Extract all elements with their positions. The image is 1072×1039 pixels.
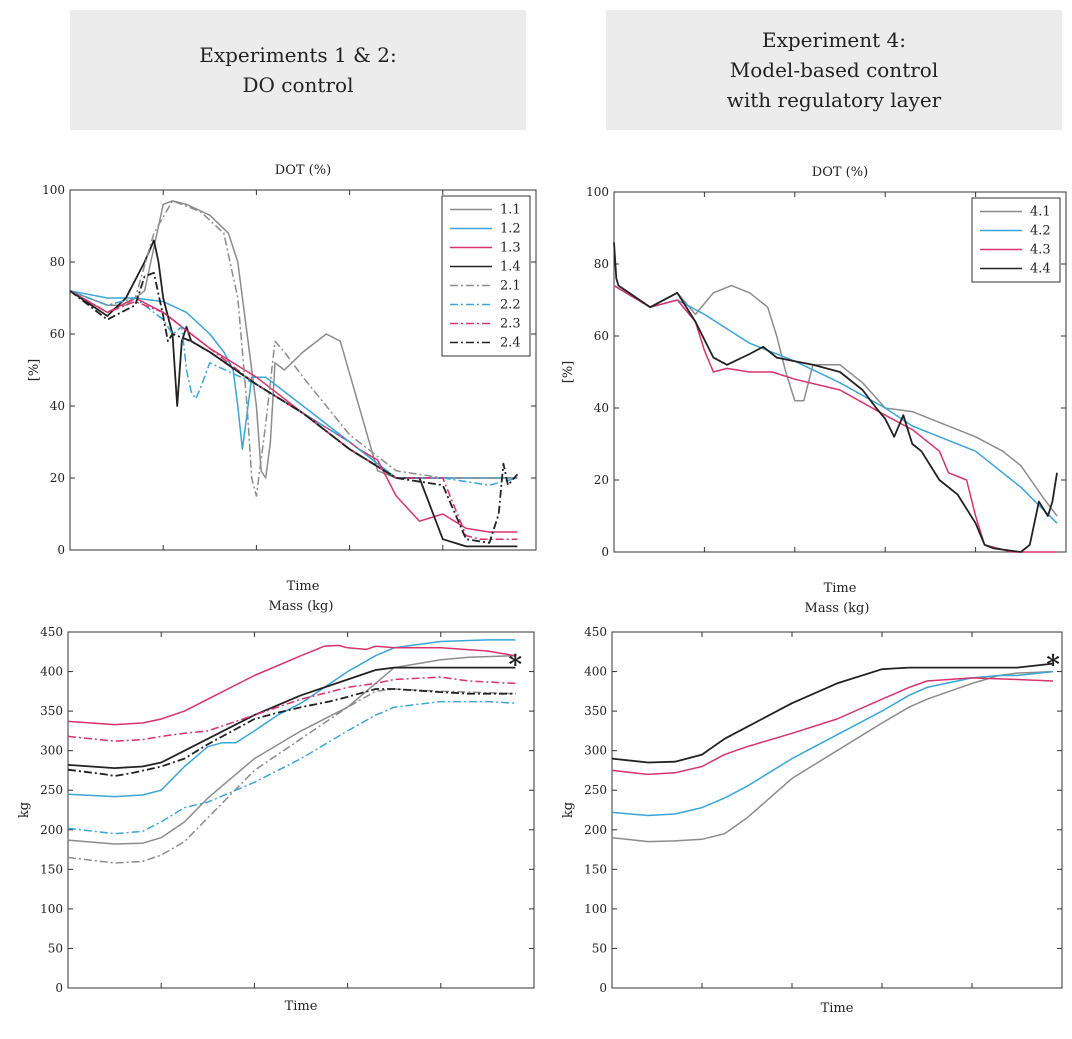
series-line-2-1 [69,200,518,497]
y-tick-label: 350 [40,704,63,718]
y-tick-label: 400 [40,665,63,679]
y-tick-label: 100 [586,185,609,199]
series-line-2-2 [69,290,518,486]
y-tick-label: 200 [584,823,607,837]
plot-frame [613,191,1067,553]
chart-title: DOT (%) [812,165,868,180]
y-tick-label: 250 [584,783,607,797]
legend-label: 1.1 [500,203,521,218]
y-tick-label: 0 [55,981,63,995]
legend-label: 2.4 [500,336,521,351]
y-tick-label: 0 [599,981,607,995]
legend: 1.1 1.2 1.3 1.4 2.1 2.2 2.3 2.4 [441,195,531,357]
panel-mass-exp12: Mass (kg) 0 50 100 150 200 250 300 350 400 450 Time… [17,599,535,1014]
x-axis-label: Time [824,581,857,596]
series-line-1-3 [67,644,516,726]
series-line-4-4 [613,242,1058,553]
series-line-4-2 [611,670,1054,817]
end-marker: * [509,651,523,681]
legend-label: 1.4 [500,260,521,275]
series-line-2-4 [69,271,519,544]
legend-label: 1.3 [500,241,521,256]
legend: 4.1 4.2 4.3 4.4 [971,197,1061,283]
y-tick-label: 150 [584,862,607,876]
series-line-4-3 [613,284,1057,553]
x-axis-label: Time [285,999,318,1014]
y-tick-label: 100 [584,902,607,916]
y-tick-label: 450 [584,625,607,639]
legend-label: 2.2 [500,298,521,313]
header-right-line3: with regulatory layer [726,88,942,112]
y-tick-label: 200 [40,823,63,837]
plot-frame [67,631,535,989]
y-tick-label: 400 [584,665,607,679]
plot-frame [69,189,537,551]
end-marker: * [1046,651,1060,681]
legend-label: 2.1 [500,279,521,294]
header-experiments-1-2: Experiments 1 & 2: DO control [70,10,526,130]
legend-label: 4.3 [1030,243,1051,258]
legend-box [441,195,531,357]
legend-label: 2.3 [500,317,521,332]
header-right-line1: Experiment 4: [761,28,906,52]
y-tick-label: 40 [594,401,609,415]
series-line-1-2 [67,639,516,798]
x-axis-label: Time [287,579,320,594]
y-tick-label: 60 [50,327,65,341]
y-tick-label: 350 [584,704,607,718]
series-line-1-1 [69,200,518,479]
series-line-1-4 [67,666,516,769]
y-tick-label: 300 [40,744,63,758]
y-axis-label: [%] [561,361,576,384]
legend-label: 1.2 [500,222,521,237]
y-tick-label: 20 [50,471,65,485]
y-axis-label: kg [17,802,32,818]
y-tick-label: 20 [594,473,609,487]
y-tick-label: 40 [50,399,65,413]
y-tick-label: 150 [40,862,63,876]
series-line-4-3 [611,677,1054,776]
plot-frame [611,631,1063,989]
series-line-4-2 [613,284,1058,524]
panel-mass-exp4: Mass (kg) 0 50 100 150 200 250 300 350 400 450 Time… [561,601,1063,1016]
series-line-4-4 [611,662,1054,764]
legend-label: 4.2 [1030,224,1051,239]
chart-title: DOT (%) [275,163,331,178]
chart-title: Mass (kg) [805,601,870,616]
chart-title: Mass (kg) [269,599,334,614]
series-line-2-3 [67,676,516,742]
series-line-2-4 [67,688,516,777]
legend-label: 4.4 [1030,262,1051,277]
y-tick-label: 300 [584,744,607,758]
series-line-4-1 [613,284,1058,517]
x-axis-label: Time [821,1001,854,1016]
panel-dot-exp4: DOT (%) 0 20 40 60 80 100 Time [%] 4.1 4.2 4.3 4.4 [561,165,1067,596]
y-axis-label: [%] [27,359,42,382]
y-tick-label: 0 [601,545,609,559]
y-axis-label: kg [561,802,576,818]
y-tick-label: 0 [57,543,65,557]
header-left-line2: DO control [242,73,354,97]
series-line-2-1 [67,688,516,864]
panel-dot-exp12: DOT (%) 0 20 40 60 80 100 Time [%] 1.1 1.2 1.3 1.4 2.… [27,163,537,594]
legend-label: 4.1 [1030,205,1051,220]
y-tick-label: 50 [48,941,63,955]
series-line-4-1 [611,670,1054,843]
series-line-2-3 [69,290,518,540]
y-tick-label: 80 [594,257,609,271]
series-line-1-1 [67,654,516,845]
header-experiment-4: Experiment 4: Model-based control with r… [606,10,1062,130]
y-tick-label: 50 [592,941,607,955]
y-tick-label: 100 [40,902,63,916]
y-tick-label: 80 [50,255,65,269]
header-right-line2: Model-based control [729,58,939,82]
y-tick-label: 100 [42,183,65,197]
y-tick-label: 250 [40,783,63,797]
header-left-line1: Experiments 1 & 2: [199,43,397,67]
series-line-2-2 [67,700,516,835]
y-tick-label: 450 [40,625,63,639]
y-tick-label: 60 [594,329,609,343]
